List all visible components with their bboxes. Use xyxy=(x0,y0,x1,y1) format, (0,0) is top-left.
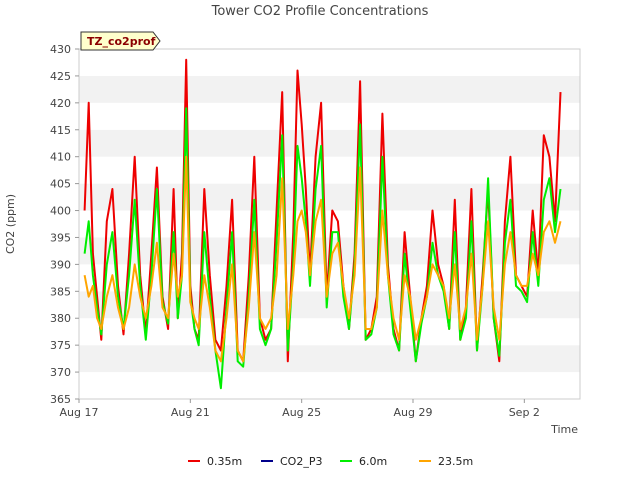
grid-band xyxy=(79,210,580,238)
y-tick-label: 390 xyxy=(50,258,71,271)
y-tick-label: 370 xyxy=(50,366,71,379)
grid-band xyxy=(79,291,580,319)
badge: TZ_co2prof xyxy=(80,31,161,51)
badge-label: TZ_co2prof xyxy=(87,35,156,48)
series-line-23-5m xyxy=(83,155,562,363)
grid-band xyxy=(79,49,580,76)
series-lines xyxy=(83,58,562,390)
legend-label: 0.35m xyxy=(207,455,242,468)
badge-shape xyxy=(80,31,161,51)
legend-label: 6.0m xyxy=(359,455,387,468)
x-axis-ticks: Aug 17 Aug 21 Aug 25 Aug 29 Sep 2 xyxy=(60,399,540,419)
grid-band xyxy=(79,318,580,346)
grid-band xyxy=(79,372,580,399)
y-axis-ticks: 365 370 375 380 385 390 395 400 405 410 415 420 425 4… xyxy=(50,43,79,406)
y-tick-label: 400 xyxy=(50,205,71,218)
plot-frame xyxy=(78,48,581,400)
y-tick-label: 375 xyxy=(50,339,71,352)
y-tick-label: 380 xyxy=(50,312,71,325)
chart-title: Tower CO2 Profile Concentrations xyxy=(211,4,429,19)
y-tick-label: 405 xyxy=(50,178,71,191)
grid-band xyxy=(79,156,580,184)
y-tick-label: 415 xyxy=(50,124,71,137)
grid-band xyxy=(79,345,580,373)
y-tick-label: 420 xyxy=(50,97,71,110)
x-tick-label: Aug 17 xyxy=(60,406,99,419)
grid-band xyxy=(79,75,580,103)
y-tick-label: 425 xyxy=(50,70,71,83)
y-tick-label: 385 xyxy=(50,285,71,298)
grid-band xyxy=(79,183,580,211)
legend: 0.35m CO2_P3 6.0m 23.5m xyxy=(188,455,473,468)
y-tick-label: 430 xyxy=(50,43,71,56)
y-axis-label: CO2 (ppm) xyxy=(4,194,17,254)
x-tick-label: Aug 29 xyxy=(394,406,433,419)
x-tick-label: Aug 21 xyxy=(171,406,210,419)
legend-label: CO2_P3 xyxy=(280,455,322,468)
y-tick-label: 365 xyxy=(50,393,71,406)
x-tick-label: Aug 25 xyxy=(282,406,321,419)
y-tick-label: 395 xyxy=(50,231,71,244)
x-axis-label: Time xyxy=(550,423,578,436)
legend-label: 23.5m xyxy=(438,455,473,468)
y-tick-label: 410 xyxy=(50,151,71,164)
grid-band xyxy=(79,129,580,157)
x-tick-label: Sep 2 xyxy=(509,406,540,419)
grid-band xyxy=(79,102,580,130)
